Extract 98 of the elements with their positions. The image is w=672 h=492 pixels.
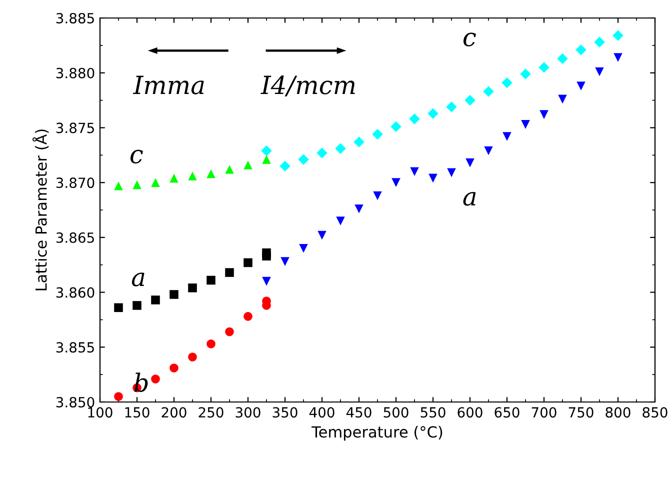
point: [336, 216, 345, 226]
point: [483, 86, 494, 97]
point: [576, 82, 586, 90]
point: [298, 154, 309, 165]
y-tick-label: 3.885: [56, 12, 94, 24]
x-tick-label: 500: [384, 407, 408, 418]
point: [151, 374, 160, 384]
point: [447, 168, 456, 178]
x-tick-label: 450: [346, 407, 372, 418]
point: [335, 143, 346, 154]
point: [188, 172, 197, 180]
x-tick-label: 600: [458, 407, 482, 418]
point: [521, 120, 530, 129]
y-tick-label: 3.855: [56, 342, 94, 353]
point: [484, 146, 493, 156]
point: [225, 165, 234, 174]
y-tick-label: 3.850: [56, 396, 94, 408]
point: [576, 44, 586, 56]
point: [464, 94, 476, 106]
point: [261, 145, 272, 156]
point: [466, 158, 474, 168]
point: [502, 132, 512, 141]
x-tick-label: 850: [642, 407, 668, 418]
point: [188, 284, 197, 292]
x-tick-label: 300: [236, 407, 260, 418]
point: [244, 258, 252, 268]
point: [428, 108, 438, 119]
point: [114, 392, 123, 401]
point: [318, 230, 326, 240]
point: [132, 180, 142, 190]
point: [428, 174, 438, 183]
point: [446, 101, 457, 112]
point: [409, 114, 420, 124]
point: [262, 248, 271, 258]
point: [612, 30, 624, 41]
x-tick-label: 150: [125, 407, 150, 418]
point: [244, 312, 252, 321]
point: [151, 178, 160, 187]
y-axis-title: Lattice Parameter (Å): [32, 130, 49, 290]
point: [225, 327, 234, 336]
x-tick-label: 750: [568, 407, 594, 418]
y-tick-label: 3.875: [56, 122, 94, 134]
point: [114, 303, 123, 312]
point: [372, 128, 383, 140]
annotation: c: [463, 32, 476, 46]
x-tick-label: 800: [606, 407, 630, 418]
point: [410, 167, 419, 176]
point: [280, 257, 290, 266]
y-tick-label: 3.870: [56, 178, 94, 188]
point: [373, 191, 382, 200]
point: [206, 339, 216, 348]
y-tick-label: 3.865: [56, 232, 94, 243]
annotation: a: [463, 192, 476, 206]
point: [614, 53, 622, 62]
point: [316, 148, 328, 158]
point: [132, 301, 142, 310]
x-tick-label: 100: [88, 407, 112, 418]
point: [206, 169, 216, 178]
point: [538, 62, 550, 73]
point: [299, 244, 308, 253]
point: [244, 160, 252, 170]
point: [557, 53, 568, 64]
point: [392, 178, 400, 187]
x-tick-label: 700: [532, 407, 556, 418]
annotation: a: [132, 272, 144, 286]
point: [594, 36, 605, 48]
annotation: Imma: [132, 76, 204, 94]
point: [354, 136, 364, 148]
y-tick-label: 3.880: [56, 68, 94, 78]
x-tick-label: 650: [494, 407, 520, 418]
x-axis-title: Temperature (°C): [312, 426, 442, 441]
point: [502, 77, 512, 88]
point: [558, 94, 567, 104]
point: [262, 276, 271, 286]
point: [280, 160, 290, 172]
y-tick-label: 3.860: [56, 287, 94, 298]
x-tick-label: 250: [198, 407, 224, 418]
x-tick-label: 350: [272, 407, 298, 418]
point: [206, 276, 216, 285]
point: [520, 68, 531, 80]
x-tick-label: 400: [309, 407, 334, 418]
point: [151, 296, 160, 304]
point: [540, 110, 548, 119]
x-tick-label: 550: [420, 407, 446, 418]
point: [170, 174, 178, 183]
point: [225, 268, 234, 277]
point: [170, 290, 178, 299]
annotation: I4/mcm: [260, 75, 355, 96]
point: [390, 121, 402, 132]
annotation: c: [130, 150, 143, 164]
point: [170, 364, 178, 372]
point: [188, 352, 197, 362]
point: [114, 181, 123, 190]
x-tick-label: 200: [162, 407, 186, 418]
point: [262, 155, 271, 164]
annotation: b: [134, 372, 148, 392]
point: [595, 67, 604, 76]
point: [354, 204, 364, 214]
